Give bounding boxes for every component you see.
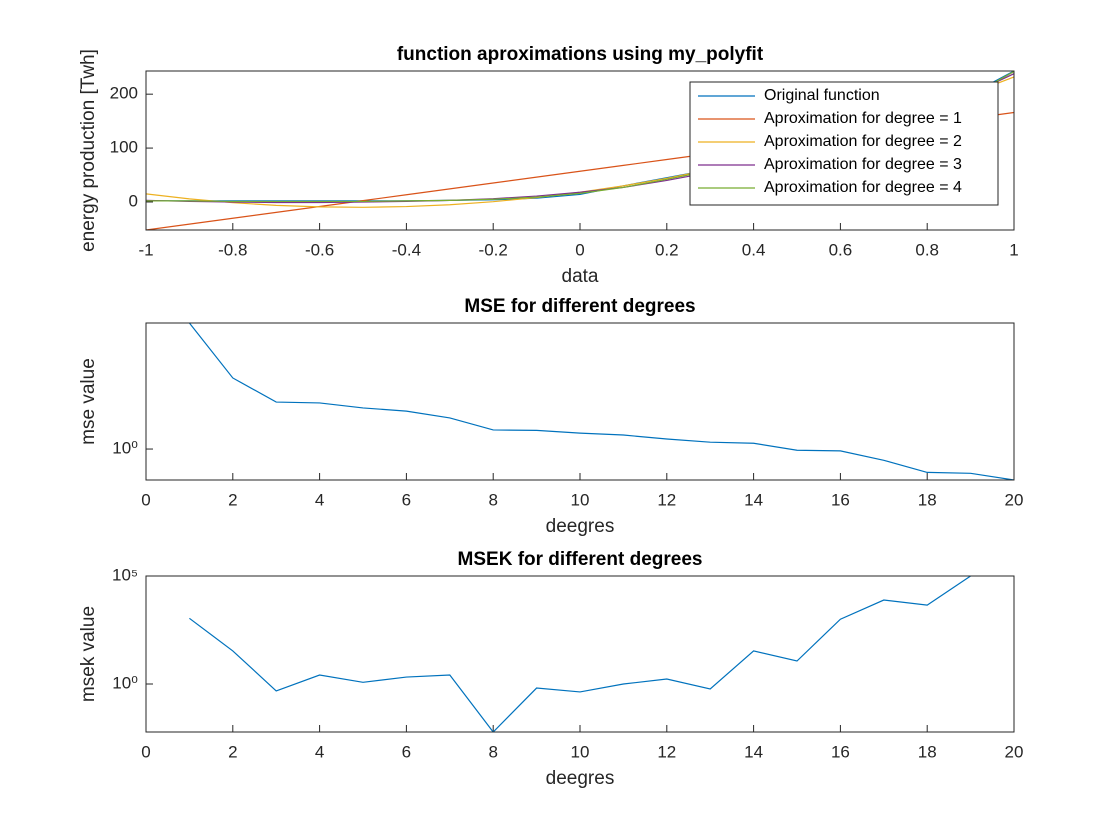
x-tick-label: -0.4: [392, 240, 421, 259]
x-tick-label: 20: [1005, 742, 1024, 761]
x-tick-label: -1: [138, 240, 153, 259]
series-line: [189, 576, 971, 732]
legend-label: Aproximation for degree = 2: [764, 133, 962, 150]
x-tick-label: 6: [402, 742, 411, 761]
x-tick-label: 12: [657, 490, 676, 509]
x-tick-label: 18: [918, 490, 937, 509]
x-tick-label: 8: [488, 742, 497, 761]
x-tick-label: 4: [315, 490, 324, 509]
chart-title: MSEK for different degrees: [458, 549, 703, 570]
plot-area: [146, 323, 1014, 480]
x-tick-label: -0.2: [479, 240, 508, 259]
x-tick-label: 14: [744, 742, 763, 761]
x-tick-label: 18: [918, 742, 937, 761]
y-tick-label: 200: [110, 84, 138, 103]
x-tick-label: 0.6: [829, 240, 853, 259]
x-tick-label: 4: [315, 742, 324, 761]
y-axis-label: msek value: [78, 606, 99, 702]
legend-label: Original function: [764, 87, 880, 104]
x-tick-label: -0.8: [218, 240, 247, 259]
x-tick-label: 0: [141, 742, 150, 761]
x-tick-label: 0.2: [655, 240, 679, 259]
x-tick-label: 2: [228, 490, 237, 509]
x-tick-label: 1: [1009, 240, 1018, 259]
x-tick-label: 12: [657, 742, 676, 761]
x-tick-label: 0: [575, 240, 584, 259]
axes-box: [145, 322, 1015, 481]
y-tick-label: 10⁵: [112, 565, 138, 584]
y-axis-label: energy production [Twh]: [78, 49, 99, 252]
y-tick-label: 10⁰: [112, 439, 138, 458]
y-axis-label: mse value: [78, 358, 99, 445]
x-axis-label: deegres: [546, 768, 615, 789]
x-tick-label: 10: [571, 490, 590, 509]
series-line: [188, 323, 1014, 480]
x-tick-label: 14: [744, 490, 763, 509]
x-tick-label: 0.4: [742, 240, 766, 259]
y-tick-label: 100: [110, 138, 138, 157]
plot-area: [146, 576, 1014, 732]
y-tick-label: 0: [129, 191, 138, 210]
legend-box: [689, 81, 999, 206]
x-tick-label: 8: [488, 490, 497, 509]
x-tick-label: 6: [402, 490, 411, 509]
x-tick-label: 0.8: [915, 240, 939, 259]
chart-title: function aproximations using my_polyfit: [397, 44, 764, 65]
x-tick-label: 0: [141, 490, 150, 509]
x-tick-label: 16: [831, 490, 850, 509]
x-tick-label: 16: [831, 742, 850, 761]
axes-box: [145, 575, 1015, 733]
x-axis-label: data: [562, 266, 599, 287]
x-tick-label: 2: [228, 742, 237, 761]
legend-label: Aproximation for degree = 1: [764, 110, 962, 127]
axes-box: [145, 70, 1015, 231]
x-axis-label: deegres: [546, 516, 615, 537]
legend-label: Aproximation for degree = 4: [764, 179, 962, 196]
x-tick-label: 10: [571, 742, 590, 761]
y-tick-label: 10⁰: [112, 673, 138, 692]
x-tick-label: -0.6: [305, 240, 334, 259]
x-tick-label: 20: [1005, 490, 1024, 509]
legend-label: Aproximation for degree = 3: [764, 156, 962, 173]
chart-title: MSE for different degrees: [464, 296, 695, 317]
